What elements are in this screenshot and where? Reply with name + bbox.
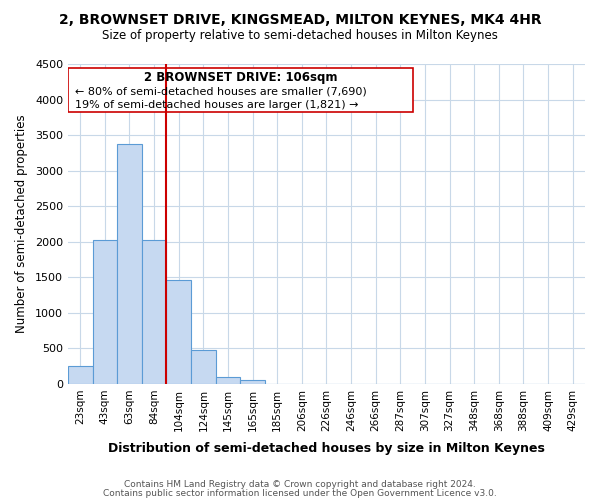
FancyBboxPatch shape bbox=[68, 68, 413, 112]
Bar bbox=[166, 280, 191, 384]
Bar bbox=[191, 350, 215, 384]
Text: 2 BROWNSET DRIVE: 106sqm: 2 BROWNSET DRIVE: 106sqm bbox=[143, 72, 337, 85]
Text: 2, BROWNSET DRIVE, KINGSMEAD, MILTON KEYNES, MK4 4HR: 2, BROWNSET DRIVE, KINGSMEAD, MILTON KEY… bbox=[59, 12, 541, 26]
Text: Contains HM Land Registry data © Crown copyright and database right 2024.: Contains HM Land Registry data © Crown c… bbox=[124, 480, 476, 489]
X-axis label: Distribution of semi-detached houses by size in Milton Keynes: Distribution of semi-detached houses by … bbox=[108, 442, 545, 455]
Y-axis label: Number of semi-detached properties: Number of semi-detached properties bbox=[15, 114, 28, 334]
Bar bbox=[215, 377, 240, 384]
Bar bbox=[142, 240, 166, 384]
Bar bbox=[92, 240, 117, 384]
Text: Size of property relative to semi-detached houses in Milton Keynes: Size of property relative to semi-detach… bbox=[102, 29, 498, 42]
Text: ← 80% of semi-detached houses are smaller (7,690): ← 80% of semi-detached houses are smalle… bbox=[76, 86, 367, 97]
Bar bbox=[117, 144, 142, 384]
Bar bbox=[240, 380, 265, 384]
Text: Contains public sector information licensed under the Open Government Licence v3: Contains public sector information licen… bbox=[103, 489, 497, 498]
Bar bbox=[68, 366, 92, 384]
Text: 19% of semi-detached houses are larger (1,821) →: 19% of semi-detached houses are larger (… bbox=[76, 100, 359, 110]
